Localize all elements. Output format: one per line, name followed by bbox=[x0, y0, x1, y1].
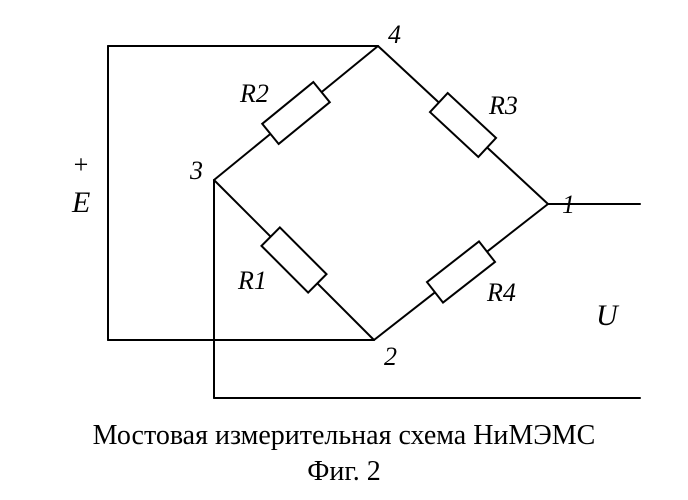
diagram-stage: R2 R3 R1 R4 4 3 1 2 + E U Мостовая измерительная сх… bbox=[0, 0, 688, 500]
source-label: E bbox=[72, 186, 90, 220]
caption-line-2: Фиг. 2 bbox=[0, 456, 688, 488]
resistor-label-r1: R1 bbox=[238, 266, 267, 296]
node-label-2: 2 bbox=[384, 342, 397, 372]
resistor-label-r2: R2 bbox=[240, 79, 269, 109]
node-label-4: 4 bbox=[388, 20, 401, 50]
resistor-label-r3: R3 bbox=[489, 91, 518, 121]
node-label-3: 3 bbox=[190, 156, 203, 186]
source-plus: + bbox=[72, 150, 90, 180]
output-label: U bbox=[596, 299, 618, 333]
caption-line-1: Мостовая измерительная схема НиМЭМС bbox=[0, 420, 688, 452]
resistor-label-r4: R4 bbox=[487, 278, 516, 308]
node-label-1: 1 bbox=[562, 190, 575, 220]
